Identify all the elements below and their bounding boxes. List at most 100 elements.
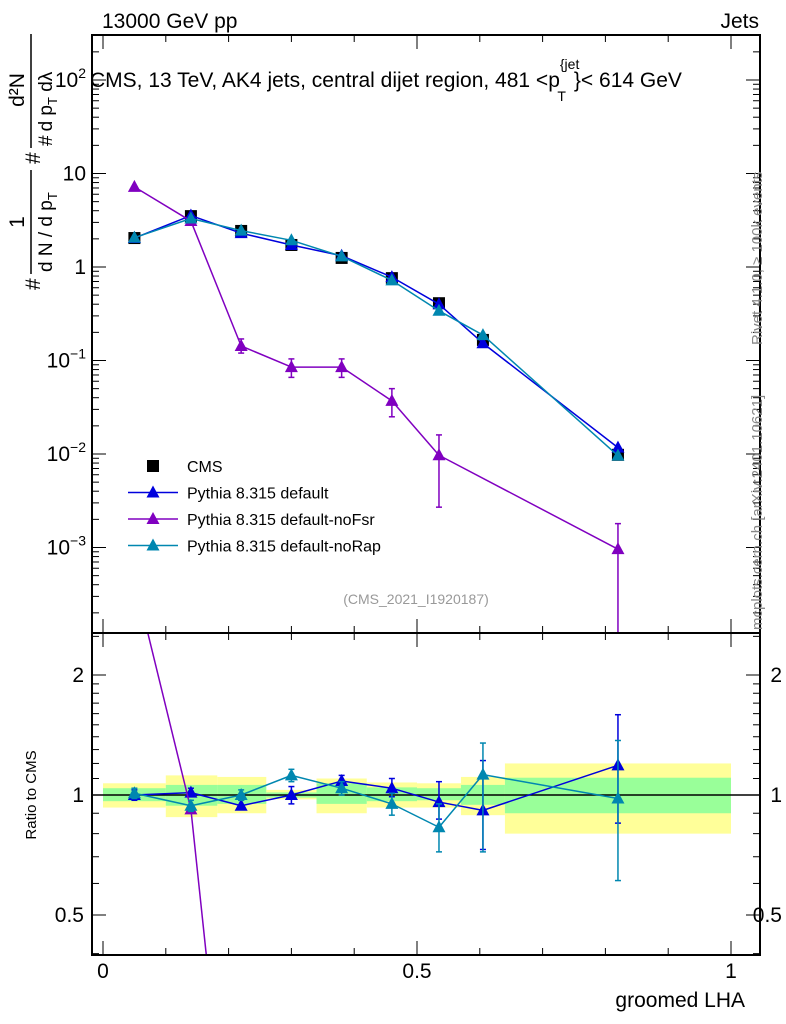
noFsr-point	[611, 542, 625, 555]
legend-label-noRap: Pythia 8.315 default-noRap	[187, 539, 381, 556]
default-point	[284, 788, 298, 800]
default-line	[341, 780, 392, 789]
ratio-y-tick-label-right: 0.5	[753, 904, 782, 927]
y-tick-label: 10−2	[47, 439, 87, 466]
x-tick-label: 1	[725, 960, 737, 983]
default-point	[611, 440, 625, 453]
x-axis-label: groomed LHA	[615, 989, 745, 1012]
header-right: Jets	[720, 10, 759, 33]
noRap-line	[190, 794, 242, 807]
noRap-line	[134, 217, 192, 239]
y-label-den-2: #d pT dλ	[36, 71, 60, 146]
noFsr-point	[432, 448, 446, 461]
default-point	[234, 798, 248, 811]
noRap-line	[341, 255, 393, 282]
y-tick-label: 10	[63, 163, 86, 186]
noRap-point	[476, 328, 490, 341]
ratio-series	[127, 632, 625, 956]
noRap-point	[184, 798, 198, 811]
x-tick-label: 0.5	[402, 960, 431, 983]
default-line	[341, 255, 393, 278]
y-label-den-1: d N / d pT	[36, 192, 60, 272]
noFsr-line	[190, 220, 242, 347]
noRap-point	[184, 211, 198, 224]
noRap-point	[385, 796, 399, 809]
noFsr-point	[234, 338, 248, 351]
y-label-num-2: d²N	[6, 73, 29, 107]
noRap-line	[291, 774, 342, 789]
default-point	[335, 774, 349, 787]
noFsr-point	[127, 179, 141, 192]
noRap-point	[284, 233, 298, 246]
noFsr-line	[438, 454, 619, 550]
noRap-point	[476, 767, 490, 780]
noRap-line	[482, 334, 619, 457]
rivet-version: Rivet 4.1.0, ≥ 100k events	[749, 172, 766, 345]
default-line	[190, 791, 242, 807]
noRap-point	[611, 791, 625, 804]
noFsr-line	[147, 632, 192, 810]
y-tick-label: 102	[55, 65, 86, 92]
default-point	[432, 297, 446, 310]
header-left: 13000 GeV pp	[102, 10, 237, 33]
noFsr-point	[335, 360, 349, 373]
legend-marker-default	[146, 485, 160, 498]
noRap-point	[432, 303, 446, 316]
legend-label-cms: CMS	[187, 459, 223, 476]
y-label-num-1: 1	[6, 216, 29, 228]
noRap-line	[438, 310, 484, 336]
noFsr-line	[134, 186, 192, 222]
plot-title: CMS, 13 TeV, AK4 jets, central dijet reg…	[90, 56, 682, 104]
y-axis-label-ratio: Ratio to CMS	[23, 750, 40, 839]
noRap-line	[240, 774, 292, 796]
y-tick-label: 10−3	[47, 533, 87, 560]
y-label-hash-2: #	[22, 152, 45, 164]
noFsr-line	[341, 366, 393, 402]
noRap-line	[482, 773, 619, 800]
legend: CMS Pythia 8.315 default Pythia 8.315 defa…	[128, 459, 381, 556]
default-point	[432, 795, 446, 808]
ratio-y-tick-label: 2	[72, 664, 84, 687]
noRap-line	[391, 803, 440, 828]
default-line	[291, 780, 342, 796]
noRap-point	[127, 786, 141, 799]
y-tick-label: 1	[74, 256, 86, 279]
ratio-y-tick-label-right: 1	[770, 784, 782, 807]
analysis-id: (CMS_2021_I1920187)	[343, 591, 489, 607]
noFsr-point	[284, 360, 298, 373]
noRap-point	[385, 273, 399, 286]
noRap-point	[234, 223, 248, 236]
noRap-line	[438, 774, 484, 828]
ratio-y-tick-label-right: 2	[770, 664, 782, 687]
ratio-y-tick-label: 0.5	[55, 904, 84, 927]
x-tick-label: 0	[97, 960, 109, 983]
noFsr-line	[240, 345, 292, 368]
noRap-point	[127, 230, 141, 243]
legend-label-noFsr: Pythia 8.315 default-noFsr	[187, 512, 375, 529]
legend-marker-noRap	[146, 538, 160, 551]
noRap-line	[190, 217, 242, 232]
ratio-y-tick-label: 1	[72, 784, 84, 807]
default-point	[476, 336, 490, 349]
legend-marker-noFsr	[146, 512, 160, 524]
y-axis-label-top: # 1 d N / d pT # d²N #d pT dλ	[6, 34, 60, 290]
axes: 0 0.5 1 10−3 10−2 10−1 1 10 102 0.5 0.5 1 1 2 2	[47, 34, 782, 983]
noRap-line	[241, 229, 292, 242]
legend-label-default: Pythia 8.315 default	[187, 486, 329, 503]
legend-marker-cms	[147, 460, 159, 472]
default-line	[391, 787, 440, 803]
noRap-line	[391, 279, 440, 312]
default-line	[438, 801, 484, 812]
y-tick-label: 10−1	[47, 346, 87, 373]
noFsr-line	[391, 400, 440, 456]
noRap-point	[284, 768, 298, 781]
top-series	[127, 179, 625, 633]
noRap-line	[341, 787, 393, 805]
y-label-hash-1: #	[22, 278, 45, 290]
default-line	[240, 232, 292, 246]
default-line	[391, 276, 440, 305]
noRap-point	[432, 820, 446, 833]
default-line	[482, 764, 619, 812]
noRap-point	[611, 448, 625, 461]
noFsr-point	[385, 393, 399, 406]
